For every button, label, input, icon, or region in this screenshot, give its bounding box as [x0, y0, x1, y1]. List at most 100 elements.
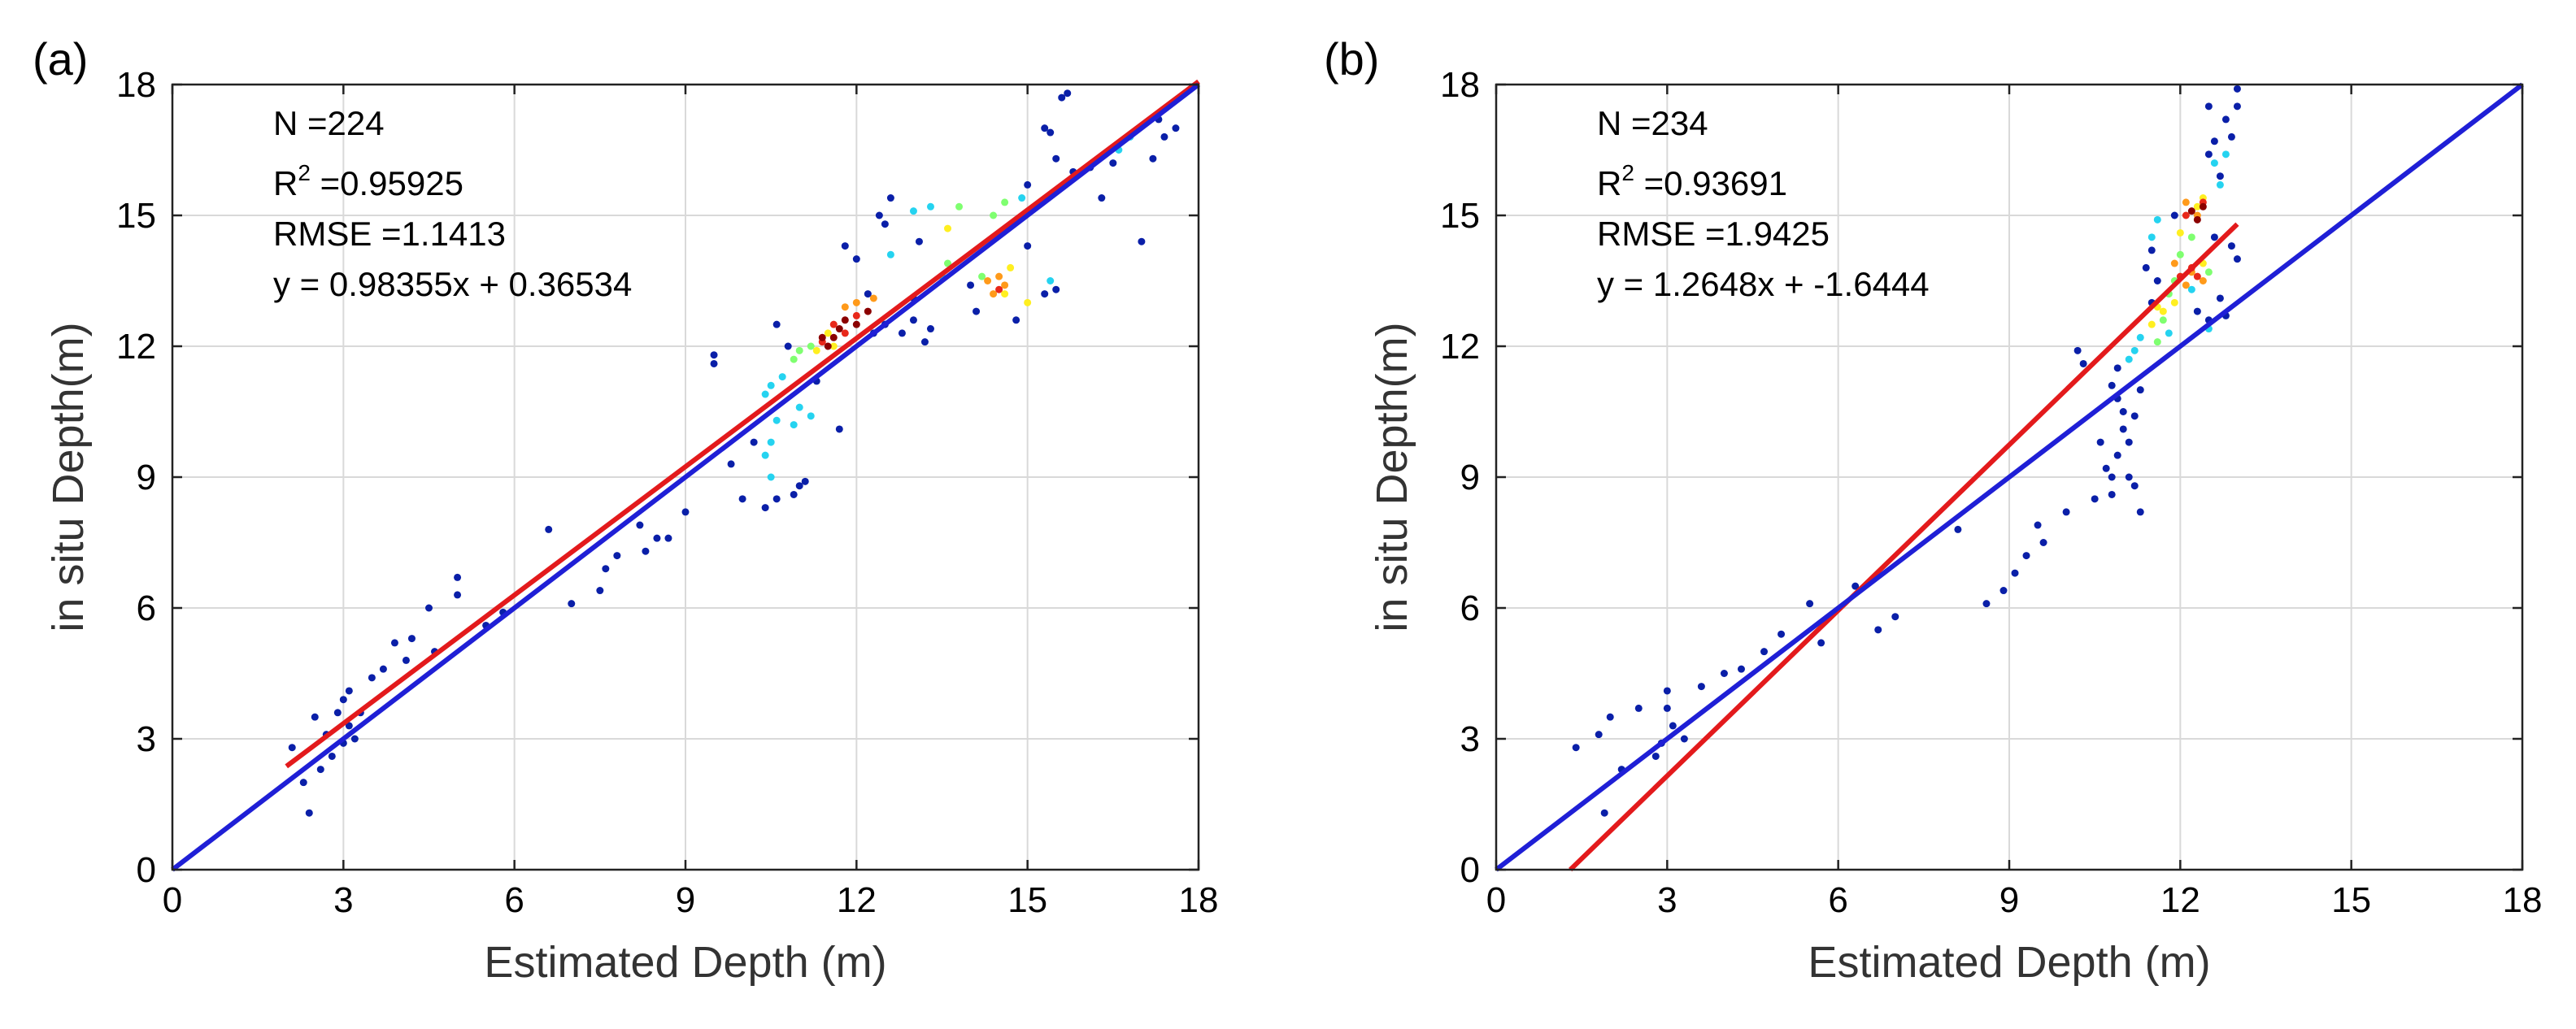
scatter-point — [875, 211, 883, 219]
scatter-point — [841, 242, 849, 250]
y-axis-label: in situ Depth(m) — [1368, 322, 1416, 632]
scatter-point — [926, 325, 934, 333]
scatter-point — [1954, 525, 1962, 533]
scatter-point — [1041, 124, 1049, 132]
scatter-point — [1669, 722, 1677, 730]
scatter-point — [995, 285, 1003, 293]
stats-r2-superscript: 2 — [298, 160, 311, 185]
scatter-point — [288, 744, 296, 752]
scatter-point — [852, 255, 860, 263]
scatter-point — [2119, 425, 2127, 433]
x-tick-label: 12 — [2160, 880, 2200, 920]
scatter-point — [2113, 451, 2121, 459]
scatter-point — [2073, 346, 2082, 354]
scatter-point — [636, 521, 644, 529]
scatter-point — [345, 722, 353, 730]
scatter-point — [2147, 246, 2156, 254]
scatter-point — [795, 346, 803, 354]
scatter-point — [642, 547, 650, 555]
x-tick-label: 12 — [837, 880, 877, 920]
scatter-point — [2108, 473, 2116, 481]
scatter-point — [1052, 154, 1060, 163]
scatter-point — [1806, 600, 1814, 608]
scatter-point — [909, 316, 917, 324]
x-tick-label: 3 — [1657, 880, 1677, 920]
scatter-point — [841, 303, 849, 311]
scatter-point — [333, 709, 342, 717]
scatter-point — [2130, 412, 2139, 420]
x-axis-label: Estimated Depth (m) — [1808, 938, 2210, 987]
x-axis-label: Estimated Depth (m) — [484, 938, 886, 987]
scatter-point — [915, 237, 923, 245]
scatter-point — [795, 403, 803, 411]
stats-rmse: RMSE =1.1413 — [273, 215, 506, 253]
scatter-point — [2034, 521, 2042, 529]
scatter-points — [288, 89, 1180, 817]
scatter-point — [1046, 277, 1055, 284]
scatter-point — [350, 735, 359, 743]
scatter-point — [2216, 294, 2224, 302]
scatter-point — [852, 298, 860, 306]
scatter-point — [2062, 508, 2070, 516]
scatter-point — [1737, 665, 1745, 673]
scatter-point — [602, 565, 610, 573]
scatter-point — [2227, 132, 2235, 141]
scatter-point — [1720, 670, 1728, 677]
scatter-point — [978, 272, 986, 280]
scatter-point — [812, 346, 820, 354]
scatter-point — [339, 696, 347, 704]
y-tick-label: 12 — [1440, 327, 1480, 367]
scatter-point — [772, 320, 781, 328]
scatter-point — [761, 504, 769, 512]
scatter-point — [2113, 364, 2121, 372]
stats-equation: y = 0.98355x + 0.36534 — [273, 265, 632, 303]
scatter-point — [841, 329, 849, 337]
x-tick-label: 9 — [1999, 880, 2019, 920]
scatter-point — [926, 202, 934, 211]
scatter-point — [1634, 704, 1643, 712]
scatter-point — [772, 495, 781, 503]
scatter-point — [596, 587, 604, 595]
scatter-point — [801, 477, 809, 485]
scatter-point — [1024, 298, 1032, 306]
scatter-point — [1001, 198, 1009, 206]
scatter-point — [2193, 272, 2201, 280]
scatter-point — [2176, 250, 2184, 258]
scatter-point — [909, 207, 917, 215]
scatter-point — [1778, 630, 1786, 638]
scatter-point — [898, 329, 906, 337]
scatter-point — [2221, 115, 2230, 124]
scatter-point — [1024, 242, 1032, 250]
scatter-point — [2125, 473, 2133, 481]
x-tick-label: 18 — [1179, 880, 1219, 920]
scatter-point — [402, 656, 410, 664]
scatter-point — [379, 665, 387, 673]
scatter-point — [881, 220, 889, 228]
stats-equation: y = 1.2648x + -1.6444 — [1597, 265, 1930, 303]
scatter-point — [390, 639, 398, 647]
scatter-point — [2170, 211, 2178, 219]
scatter-point — [852, 311, 860, 319]
scatter-point — [750, 438, 758, 446]
scatter-point — [2193, 307, 2201, 315]
y-tick-label: 12 — [116, 327, 156, 367]
x-tick-label: 15 — [2331, 880, 2371, 920]
scatter-point — [807, 342, 815, 350]
scatter-point — [1046, 128, 1055, 137]
scatter-point — [2119, 408, 2127, 415]
y-tick-label: 18 — [1440, 65, 1480, 105]
scatter-point — [2125, 438, 2133, 446]
y-axis-label: in situ Depth(m) — [44, 322, 93, 632]
scatter-point — [835, 325, 843, 333]
x-tick-label: 18 — [2503, 880, 2543, 920]
scatter-point — [1680, 735, 1688, 743]
scatter-point — [2210, 233, 2218, 241]
scatter-point — [1064, 89, 1072, 98]
scatter-point — [368, 674, 376, 682]
scatter-point — [886, 250, 894, 258]
scatter-point — [767, 473, 775, 481]
x-tick-label: 0 — [163, 880, 182, 920]
scatter-point — [454, 591, 462, 599]
scatter-point — [1058, 93, 1066, 102]
